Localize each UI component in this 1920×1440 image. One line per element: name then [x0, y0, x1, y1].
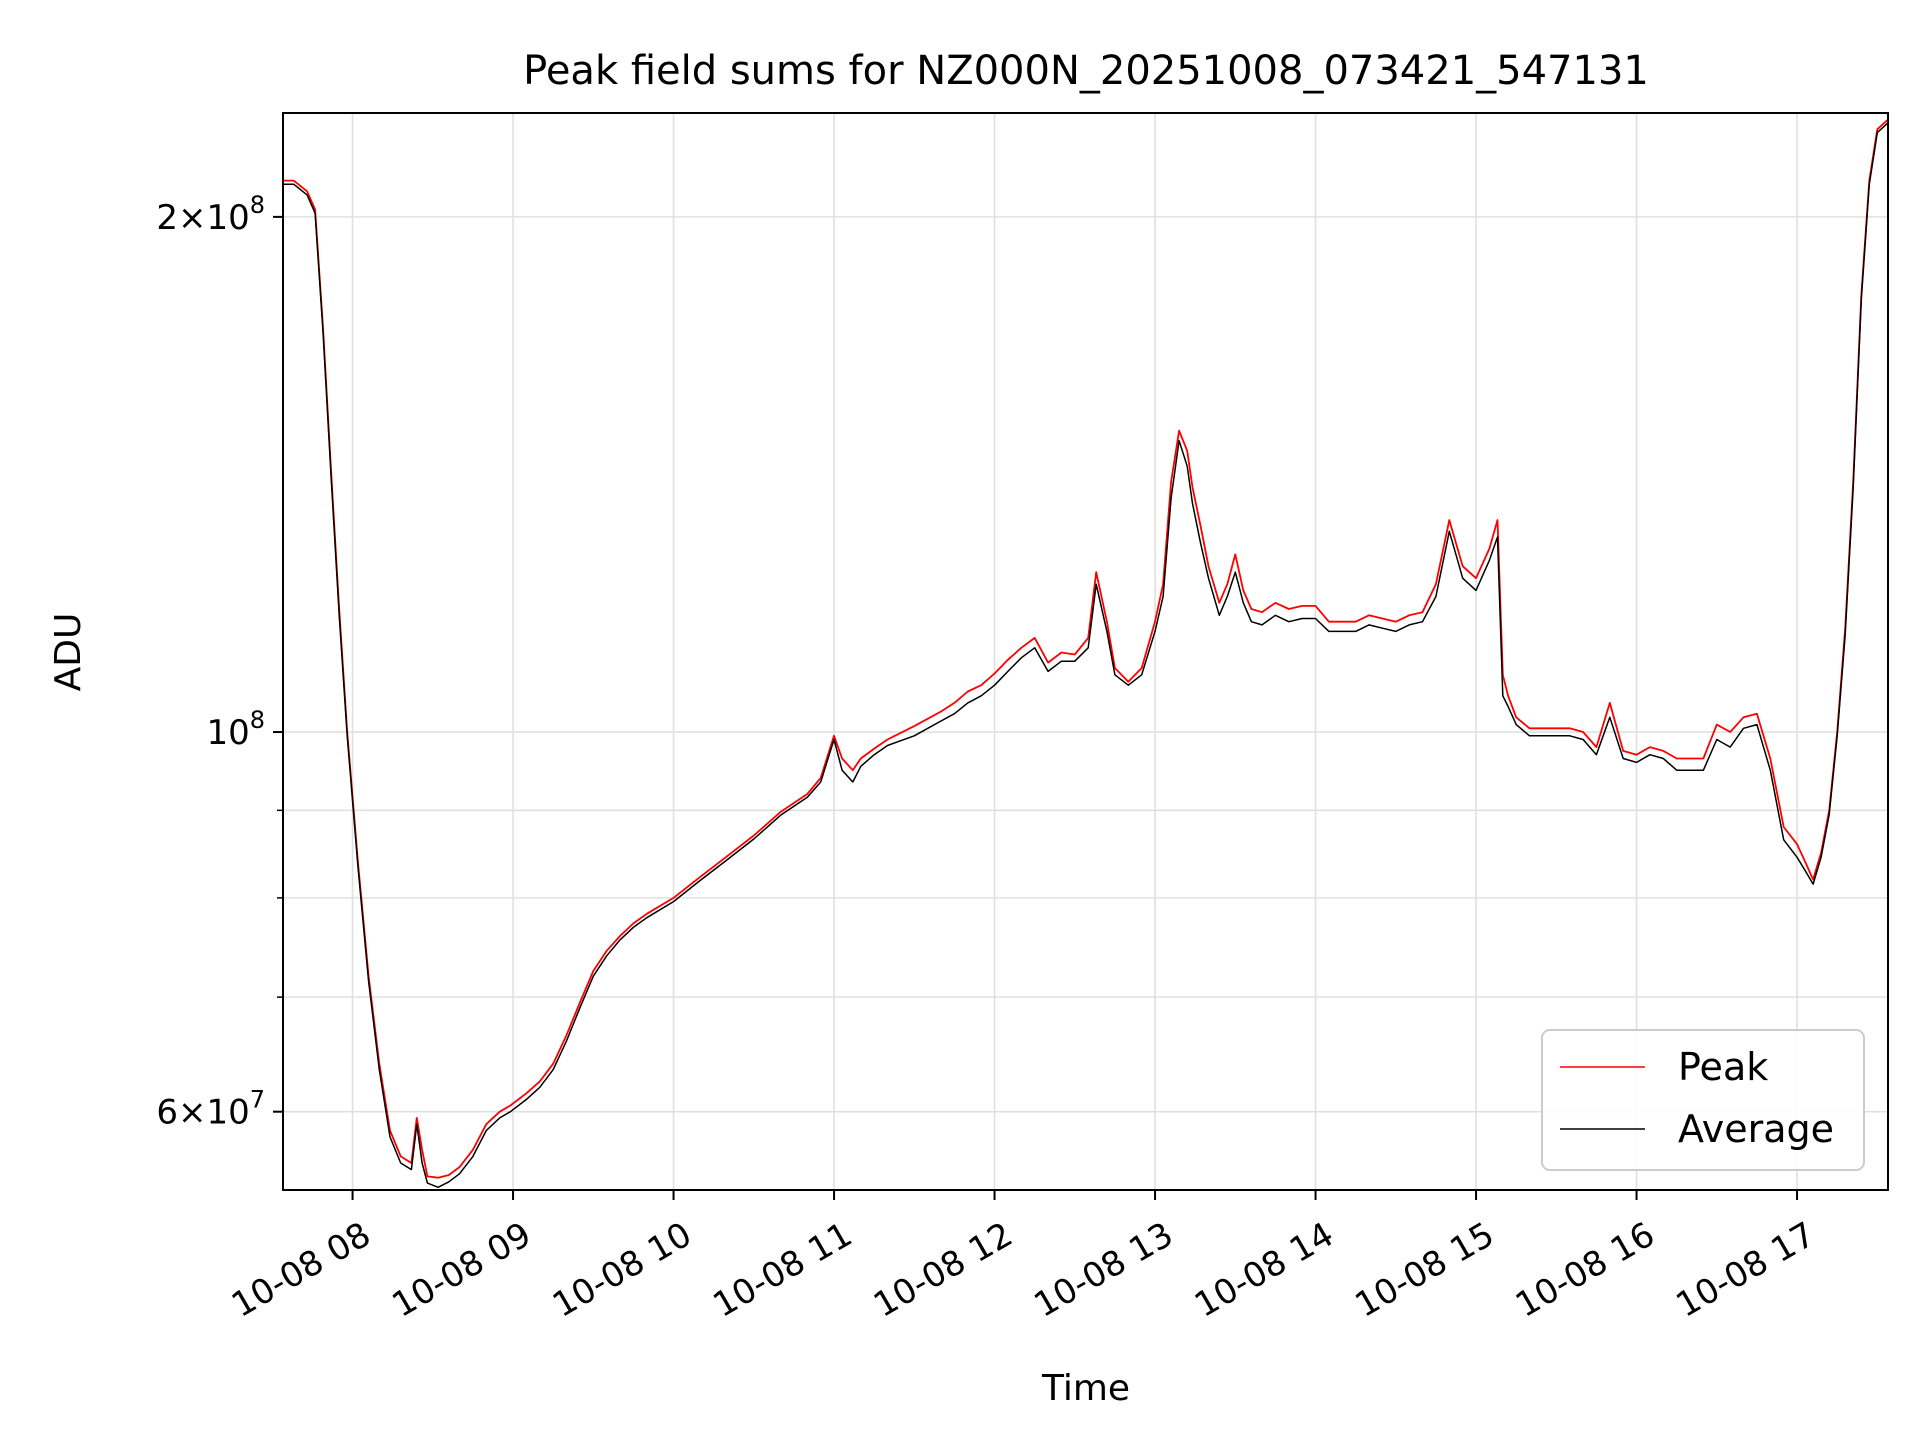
x-axis-label: Time: [1041, 1368, 1130, 1409]
x-tick-label: 10-08 09: [386, 1215, 538, 1326]
x-tick-label: 10-08 11: [707, 1215, 859, 1326]
x-tick-label: 10-08 13: [1028, 1215, 1180, 1326]
x-tick-label: 10-08 16: [1509, 1215, 1661, 1326]
series-layer: [283, 118, 1888, 1189]
y-tick-label-exponent: 8: [250, 706, 265, 734]
series-line-peak: [283, 118, 1888, 1179]
y-axis-label: ADU: [48, 613, 89, 692]
x-axis: 10-08 08 10-08 09 10-08 10 10-08 11 10-08 12…: [225, 1190, 1822, 1326]
x-tick-label: 10-08 15: [1349, 1215, 1501, 1326]
y-tick-label: 6×107: [156, 1086, 265, 1133]
x-tick-label: 10-08 12: [867, 1215, 1019, 1326]
legend: Peak Average: [1541, 1029, 1865, 1171]
legend-label-peak: Peak: [1678, 1045, 1768, 1089]
y-tick-label-base: 2×10: [156, 198, 249, 238]
plot-frame: [282, 112, 1889, 1191]
chart-title: Peak field sums for NZ000N_20251008_0734…: [523, 48, 1649, 94]
x-tick-label: 10-08 10: [546, 1215, 698, 1326]
x-tick-label: 10-08 14: [1188, 1215, 1340, 1326]
legend-box: [1541, 1029, 1865, 1171]
series-line-average: [283, 122, 1888, 1189]
y-tick-label: 108: [206, 706, 265, 753]
y-tick-label-exponent: 8: [250, 191, 265, 219]
legend-label-average: Average: [1678, 1107, 1834, 1151]
x-tick-label: 10-08 08: [225, 1215, 377, 1326]
y-tick-label-exponent: 7: [250, 1086, 265, 1114]
y-tick-label-base: 10: [206, 713, 249, 753]
y-tick-label: 2×108: [156, 191, 265, 238]
x-tick-label: 10-08 17: [1670, 1215, 1822, 1326]
y-tick-label-base: 6×10: [156, 1093, 249, 1133]
